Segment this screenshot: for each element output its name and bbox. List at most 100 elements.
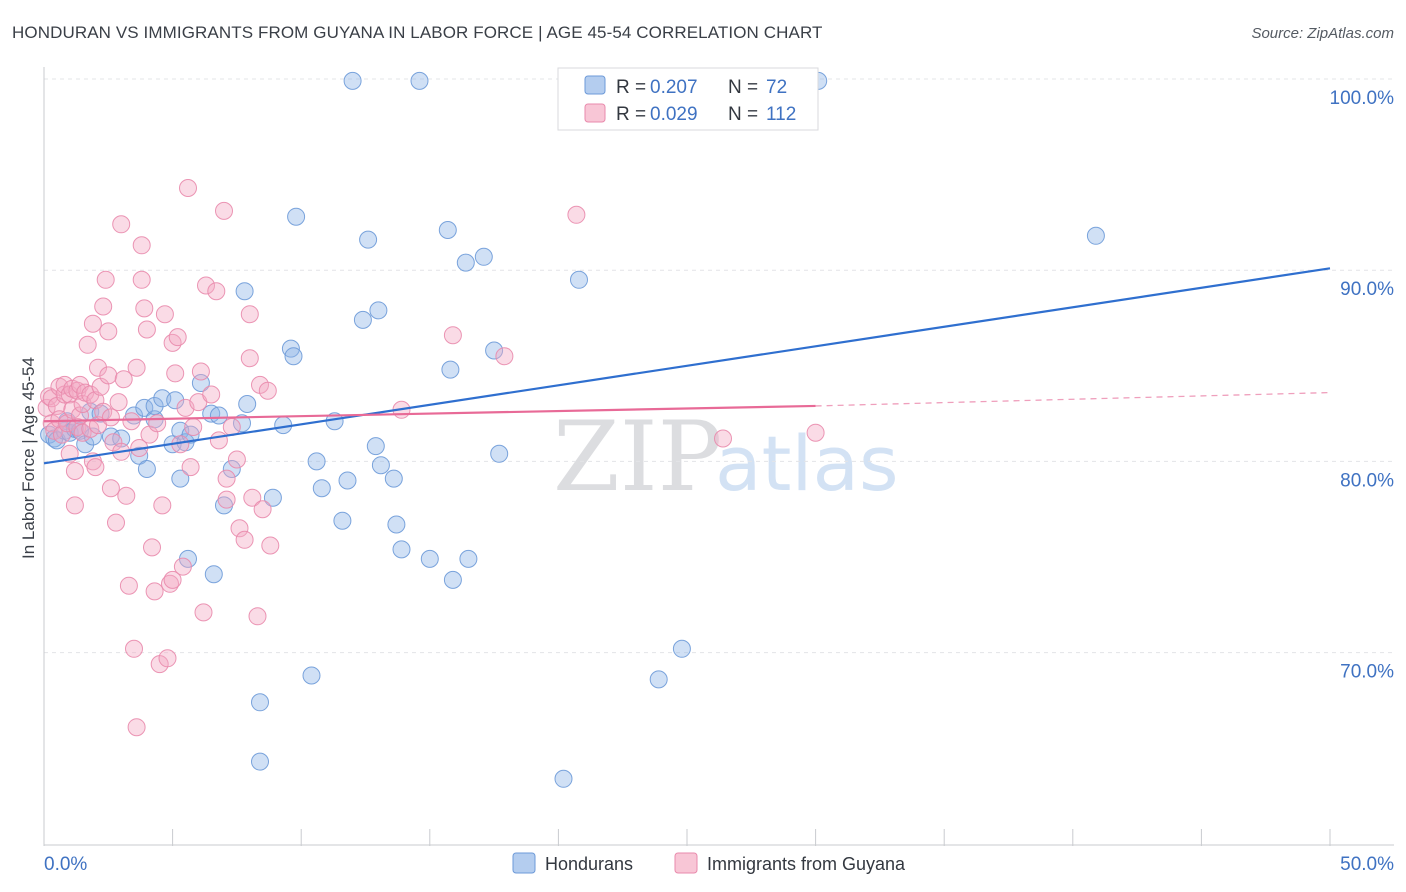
data-point: [392, 540, 411, 559]
data-point: [371, 456, 390, 475]
data-point: [171, 469, 190, 488]
data-point: [194, 603, 213, 622]
data-point: [135, 299, 154, 318]
data-point: [438, 221, 457, 239]
data-point: [251, 752, 269, 771]
data-point: [359, 230, 378, 249]
y-tick-label-80: 80.0%: [1340, 470, 1394, 491]
data-point: [243, 488, 262, 507]
data-point: [91, 404, 110, 423]
data-point: [107, 513, 125, 532]
data-point: [117, 486, 136, 505]
data-point: [570, 270, 588, 289]
data-point: [197, 276, 215, 295]
data-point: [474, 247, 493, 266]
data-point: [99, 366, 118, 385]
data-point: [155, 305, 174, 324]
data-point: [127, 718, 146, 737]
data-point: [217, 490, 236, 509]
bottom-legend: Hondurans Immigrants from Guyana: [512, 852, 906, 874]
data-point: [441, 360, 460, 379]
legend-r-label-hondurans: R =: [616, 77, 646, 98]
data-point: [227, 450, 246, 469]
data-point: [443, 326, 462, 345]
data-point: [96, 270, 115, 289]
trend-line-series-1: [43, 404, 816, 423]
data-point: [490, 444, 509, 463]
x-tick-label-max: 50.0%: [1340, 854, 1394, 875]
data-point: [456, 253, 475, 272]
data-point: [420, 549, 439, 568]
data-point: [114, 370, 133, 389]
data-point: [251, 693, 269, 712]
stats-legend: R = 0.207 N = 72 R = 0.029 N = 112: [557, 67, 819, 131]
data-point: [99, 322, 118, 341]
data-point: [132, 236, 151, 255]
data-point: [215, 201, 233, 220]
data-point: [384, 469, 403, 488]
data-point: [253, 500, 272, 519]
data-point: [649, 670, 668, 689]
data-point: [233, 414, 251, 433]
data-point: [240, 305, 259, 324]
legend-swatch-hondurans: [584, 75, 606, 95]
data-point: [153, 496, 172, 515]
legend-r-label-guyana: R =: [616, 104, 646, 125]
data-point: [235, 530, 254, 549]
data-point: [343, 71, 362, 90]
data-point: [101, 479, 120, 498]
bottom-legend-label-hondurans: Hondurans: [545, 854, 633, 874]
legend-n-value-guyana: 112: [766, 104, 796, 125]
data-point: [714, 429, 732, 448]
data-point: [366, 437, 385, 456]
bottom-legend-swatch-hondurans: [512, 852, 536, 874]
data-point: [284, 347, 303, 366]
legend-r-value-guyana: 0.029: [650, 104, 698, 125]
data-point: [112, 215, 131, 234]
data-point: [173, 557, 192, 576]
scatter-points: [37, 71, 1105, 788]
data-point: [202, 385, 221, 404]
y-tick-label-100: 100.0%: [1330, 88, 1395, 109]
data-point: [230, 519, 249, 538]
trend-lines: [43, 267, 1331, 465]
data-point: [191, 362, 210, 381]
data-point: [240, 349, 259, 368]
data-point: [353, 310, 372, 329]
data-point: [166, 364, 185, 383]
data-point: [459, 549, 478, 568]
data-point: [410, 71, 429, 90]
legend-n-value-hondurans: 72: [766, 77, 787, 98]
data-point: [127, 358, 146, 377]
data-point: [207, 282, 226, 301]
data-point: [81, 385, 100, 404]
chart-source: Source: ZipAtlas.com: [1251, 25, 1394, 42]
data-point: [1086, 226, 1105, 245]
data-point: [181, 458, 200, 477]
data-point: [302, 666, 321, 685]
legend-swatch-guyana: [584, 103, 606, 123]
data-point: [238, 395, 257, 413]
data-point: [145, 582, 164, 601]
data-point: [184, 418, 203, 436]
data-point: [217, 469, 236, 488]
data-point: [287, 207, 306, 226]
y-tick-labels: 70.0% 80.0% 90.0% 100.0%: [1330, 88, 1395, 683]
data-point: [369, 301, 388, 320]
data-point: [145, 397, 164, 415]
data-point: [104, 433, 123, 452]
data-point: [567, 205, 586, 224]
data-point: [209, 431, 228, 450]
data-point: [125, 639, 143, 658]
x-tick-label-min: 0.0%: [44, 854, 87, 875]
data-point: [387, 515, 406, 534]
legend-r-value-hondurans: 0.207: [650, 77, 698, 98]
data-point: [65, 496, 84, 515]
data-point: [554, 769, 573, 788]
data-point: [204, 565, 223, 584]
y-axis-label: In Labor Force | Age 45-54: [19, 357, 38, 559]
data-point: [65, 462, 84, 480]
data-point: [148, 414, 167, 433]
data-point: [672, 639, 691, 658]
data-point: [258, 381, 277, 400]
